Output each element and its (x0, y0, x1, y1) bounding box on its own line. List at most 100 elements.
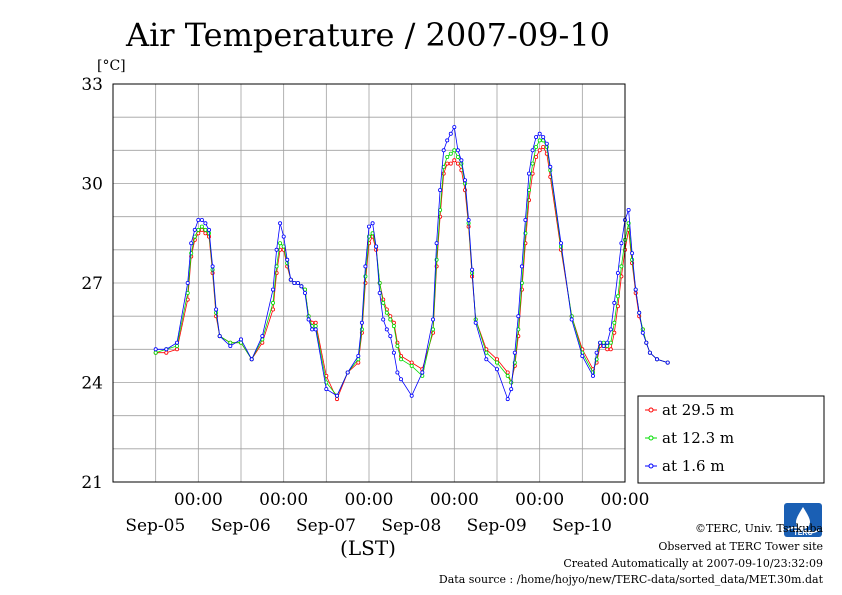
x-tick-time-label: 00:00 (174, 490, 223, 510)
data-point (655, 357, 660, 362)
x-tick-date-label: Sep-06 (211, 516, 271, 536)
data-point (313, 324, 318, 329)
data-point (324, 387, 329, 392)
x-tick-time-label: 00:00 (601, 490, 650, 510)
data-point (569, 317, 574, 322)
grid (113, 84, 625, 482)
data-point (281, 234, 286, 239)
x-tick-date-label: Sep-05 (125, 516, 185, 536)
y-tick-labels: 21 24 27 30 33 (81, 75, 103, 493)
data-point (605, 343, 610, 348)
data-point (384, 310, 389, 315)
data-point (441, 171, 446, 176)
data-point (537, 138, 542, 143)
data-point (409, 360, 414, 365)
legend-swatch-marker (648, 463, 654, 469)
data-point (313, 320, 318, 325)
legend-box (637, 395, 825, 484)
data-point (580, 353, 585, 358)
data-point (445, 161, 450, 166)
data-point (445, 154, 450, 159)
data-point (612, 320, 617, 325)
data-point (537, 131, 542, 136)
data-point (270, 307, 275, 312)
x-tick-time-label: 00:00 (259, 490, 308, 510)
observed-text: Observed at TERC Tower site (658, 540, 823, 553)
water-drop-icon (796, 507, 810, 529)
data-point (164, 347, 169, 352)
data-point (370, 221, 375, 226)
x-tick-labels: 00:00 Sep-05 00:00 Sep-06 00:00 Sep-07 00:00 Se… (125, 490, 649, 536)
data-point (196, 227, 201, 232)
data-point (185, 280, 190, 285)
data-point (196, 217, 201, 222)
data-point (484, 357, 489, 362)
legend-label: at 29.5 m (662, 401, 734, 419)
data-point (608, 347, 613, 352)
data-point (452, 158, 457, 163)
x-axis-label: (LST) (340, 536, 396, 560)
data-point (505, 397, 510, 402)
data-point (665, 360, 670, 365)
x-tick-time-label: 00:00 (430, 490, 479, 510)
data-point (199, 227, 204, 232)
data-point (203, 221, 208, 226)
y-tick-label: 27 (81, 274, 103, 294)
footer: TERC ©TERC, Univ. Tsukuba Observed at TE… (439, 503, 824, 586)
data-point (174, 340, 179, 345)
data-point (192, 227, 197, 232)
data-point (384, 327, 389, 332)
data-point (345, 370, 350, 375)
data-point (559, 241, 564, 246)
data-point (395, 343, 400, 348)
data-point (530, 148, 535, 153)
data-point (381, 300, 386, 305)
data-point (270, 300, 275, 305)
source-text: Data source : /home/hojyo/new/TERC-data/… (439, 573, 824, 586)
data-point (548, 164, 553, 169)
data-point (637, 310, 642, 315)
data-point (541, 135, 546, 140)
data-point (189, 241, 194, 246)
y-tick-label: 30 (81, 175, 103, 195)
data-point (199, 217, 204, 222)
legend-swatch-marker (648, 435, 654, 441)
data-point (430, 317, 435, 322)
data-point (473, 320, 478, 325)
data-point (306, 317, 311, 322)
data-point (210, 264, 215, 269)
data-point (278, 221, 283, 226)
data-point (295, 280, 300, 285)
data-point (388, 334, 393, 339)
data-point (381, 317, 386, 322)
data-point (534, 144, 539, 149)
data-point (534, 154, 539, 159)
data-point (214, 307, 219, 312)
data-point (398, 377, 403, 382)
data-point (512, 350, 517, 355)
data-point (441, 148, 446, 153)
data-point (174, 343, 179, 348)
data-point (452, 148, 457, 153)
data-point (434, 241, 439, 246)
data-point (509, 387, 514, 392)
data-point (310, 327, 315, 332)
legend: at 29.5 m at 12.3 m at 1.6 m (637, 395, 825, 484)
data-point (409, 393, 414, 398)
data-point (640, 330, 645, 335)
legend-swatch-marker (648, 407, 654, 413)
data-point (217, 334, 222, 339)
data-point (462, 178, 467, 183)
data-point (494, 360, 499, 365)
data-point (299, 284, 304, 289)
data-point (619, 241, 624, 246)
data-point (395, 370, 400, 375)
y-tick-label: 21 (81, 473, 103, 493)
data-point (448, 131, 453, 136)
y-axis-unit: [°C] (97, 58, 126, 74)
data-point (445, 138, 450, 143)
data-point (228, 343, 233, 348)
data-point (466, 217, 471, 222)
data-point (366, 224, 371, 229)
data-point (391, 324, 396, 329)
